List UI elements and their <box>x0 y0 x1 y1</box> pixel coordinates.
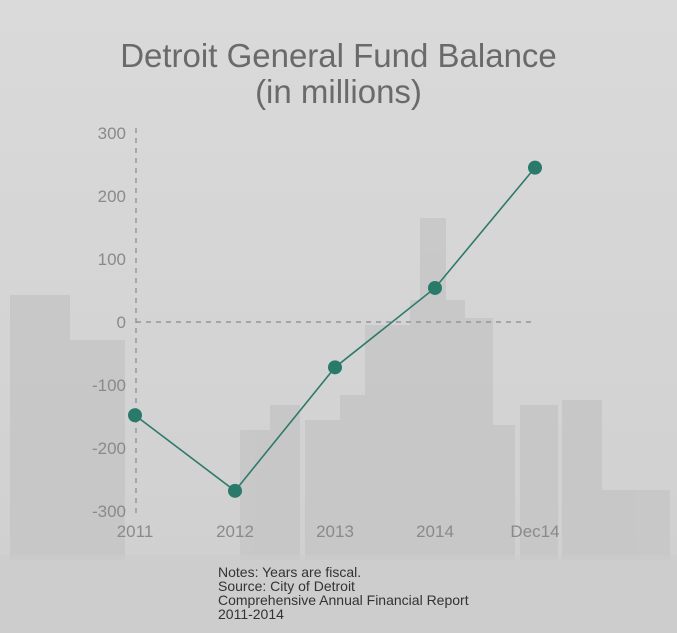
x-tick-label: 2014 <box>416 522 454 541</box>
chart-title: Detroit General Fund Balance (in million… <box>0 38 677 110</box>
y-tick-label: -100 <box>92 376 126 395</box>
years-line: 2011-2014 <box>218 606 284 622</box>
y-axis-ticks: 300 200 100 0 -100 -200 -300 <box>92 124 126 521</box>
report-line: Comprehensive Annual Financial Report <box>218 592 469 608</box>
data-point <box>428 280 442 295</box>
water-background <box>0 555 677 633</box>
chart-title-main: Detroit General Fund Balance <box>120 37 557 74</box>
source-line: Source: City of Detroit <box>218 578 355 594</box>
source-notes: Notes: Years are fiscal. Source: City of… <box>218 565 469 621</box>
y-tick-label: 300 <box>98 124 126 143</box>
data-points <box>128 160 542 498</box>
y-tick-label: 100 <box>98 250 126 269</box>
x-tick-label: 2013 <box>316 522 354 541</box>
x-tick-label: 2012 <box>216 522 254 541</box>
chart-title-sub: (in millions) <box>255 73 422 110</box>
skyline-background <box>10 218 670 560</box>
x-axis-ticks: 2011 2012 2013 2014 Dec14 <box>117 522 560 541</box>
y-tick-label: 200 <box>98 187 126 206</box>
x-tick-label: Dec14 <box>510 522 559 541</box>
data-point <box>128 408 142 423</box>
notes-line: Notes: Years are fiscal. <box>218 564 362 580</box>
data-point <box>528 160 542 175</box>
x-tick-label: 2011 <box>117 522 154 541</box>
data-point <box>328 360 342 375</box>
y-tick-label: 0 <box>117 313 126 332</box>
y-tick-label: -200 <box>92 439 126 458</box>
y-tick-label: -300 <box>92 502 126 521</box>
data-point <box>228 483 242 498</box>
